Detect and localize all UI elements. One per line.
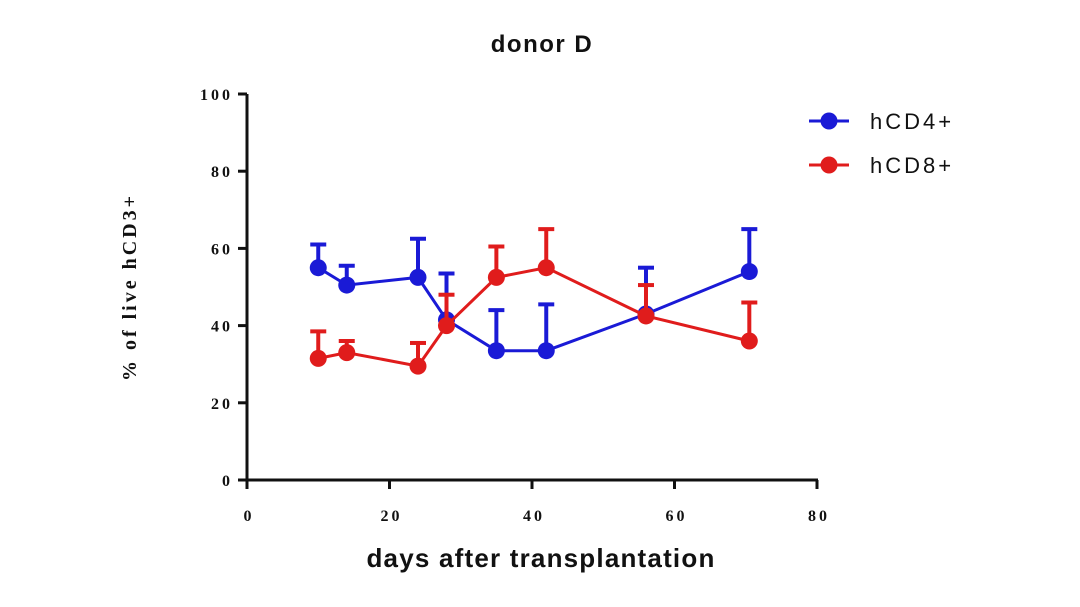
legend-marker — [820, 112, 838, 130]
data-point — [637, 307, 655, 325]
legend-label: hCD8+ — [870, 153, 954, 178]
legend-label: hCD4+ — [870, 109, 954, 134]
y-tick-label: 60 — [211, 241, 233, 258]
series-line — [318, 266, 750, 368]
series-line — [317, 266, 750, 353]
y-tick-label: 40 — [211, 319, 233, 336]
data-point — [537, 259, 555, 277]
y-tick-label: 80 — [211, 164, 233, 181]
data-point — [487, 268, 505, 286]
data-point — [438, 317, 455, 335]
legend-item: hCD4+ — [809, 109, 954, 134]
data-point — [409, 357, 427, 375]
data-point — [309, 349, 327, 367]
legend-marker — [820, 156, 838, 174]
y-tick-label: 20 — [211, 396, 233, 413]
x-tick-label: 0 — [244, 508, 255, 525]
y-axis-label: % of live hCD3+ — [119, 193, 141, 381]
series-2 — [309, 227, 758, 375]
data-point — [409, 268, 427, 286]
legend: hCD4+ hCD8+ — [809, 109, 954, 178]
y-tick-label: 0 — [222, 473, 233, 490]
y-tick-label: 100 — [200, 87, 233, 104]
data-point — [740, 332, 758, 350]
chart-title: donor D — [491, 31, 593, 58]
ticks: 0 20 40 60 80 100 0 20 40 60 80 — [200, 87, 830, 525]
data-point — [338, 276, 356, 294]
axes — [245, 94, 818, 482]
x-tick-label: 60 — [666, 508, 688, 525]
data-point — [338, 344, 356, 362]
data-point — [309, 259, 327, 277]
data-point — [487, 342, 505, 360]
series-1 — [309, 227, 758, 360]
series-layer — [309, 227, 758, 375]
x-tick-label: 40 — [523, 508, 545, 525]
x-axis-label: days after transplantation — [366, 543, 715, 573]
data-point — [740, 263, 758, 281]
x-tick-label: 20 — [381, 508, 403, 525]
legend-item: hCD8+ — [809, 153, 954, 178]
x-tick-label: 80 — [808, 508, 830, 525]
data-point — [537, 342, 555, 360]
